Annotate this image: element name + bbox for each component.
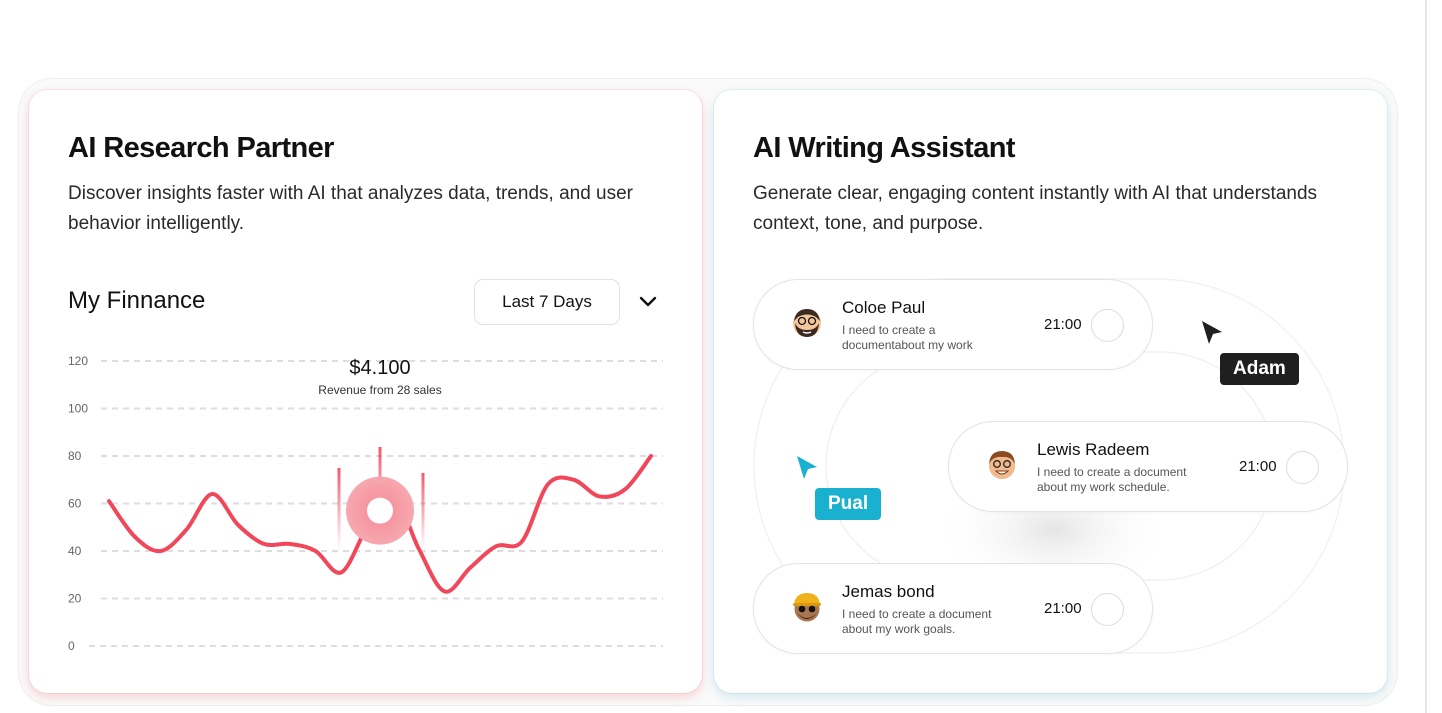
research-description: Discover insights faster with AI that an… xyxy=(68,183,634,234)
message-time: 21:00 xyxy=(1239,458,1277,475)
y-tick-label: 0 xyxy=(68,639,75,653)
cap-man-avatar xyxy=(793,593,821,622)
highlight-guide xyxy=(337,468,341,550)
message-card[interactable]: Jemas bond I need to create a document a… xyxy=(753,563,1153,654)
highlight-guide xyxy=(421,473,425,550)
message-card[interactable]: Coloe Paul I need to create a documentab… xyxy=(753,279,1153,370)
research-title: AI Research Partner xyxy=(68,132,334,164)
message-text: I need to create a document about my wor… xyxy=(1037,465,1187,494)
writing-description: Generate clear, engaging content instant… xyxy=(753,183,1318,234)
cursor-label-pual: Pual xyxy=(815,488,882,520)
message-select-toggle[interactable] xyxy=(1091,593,1124,626)
scrollbar-track[interactable] xyxy=(1425,0,1427,713)
y-tick-label: 120 xyxy=(68,354,88,368)
message-select-toggle[interactable] xyxy=(1286,451,1319,484)
highlight-value: $4.100 xyxy=(349,357,410,379)
message-time: 21:00 xyxy=(1044,600,1082,617)
cursor-pointer-icon xyxy=(797,456,817,479)
y-tick-label: 100 xyxy=(68,402,88,416)
bearded-man-avatar xyxy=(793,309,821,337)
y-tick-label: 60 xyxy=(68,497,82,511)
date-range-button[interactable]: Last 7 Days xyxy=(474,279,620,325)
cursor-pointer-icon xyxy=(1202,321,1222,344)
finance-title: My Finnance xyxy=(68,287,206,314)
research-card: AI Research Partner Discover insights fa… xyxy=(29,90,702,693)
y-tick-label: 20 xyxy=(68,592,82,606)
message-time: 21:00 xyxy=(1044,316,1082,333)
highlight-caption: Revenue from 28 sales xyxy=(318,383,441,397)
message-sender: Jemas bond xyxy=(842,582,935,601)
message-text: I need to create a document about my wor… xyxy=(842,607,992,636)
finance-chart: 120 100 80 60 40 20 0 $4.100 Revenue from 28 s… xyxy=(68,354,663,653)
message-text: I need to create a documentabout my work xyxy=(842,323,973,352)
message-sender: Lewis Radeem xyxy=(1037,440,1150,459)
chevron-down-icon[interactable] xyxy=(636,289,660,313)
message-sender: Coloe Paul xyxy=(842,298,926,317)
y-tick-label: 80 xyxy=(68,449,82,463)
writing-title: AI Writing Assistant xyxy=(753,132,1016,164)
writing-card: AI Writing Assistant Generate clear, eng… xyxy=(714,90,1387,693)
message-card[interactable]: Lewis Radeem I need to create a document… xyxy=(948,421,1348,512)
cursor-label-adam: Adam xyxy=(1220,353,1299,385)
highlight-marker-center xyxy=(367,497,393,524)
y-tick-label: 40 xyxy=(68,544,82,558)
smiling-man-avatar xyxy=(989,451,1015,479)
message-select-toggle[interactable] xyxy=(1091,309,1124,342)
